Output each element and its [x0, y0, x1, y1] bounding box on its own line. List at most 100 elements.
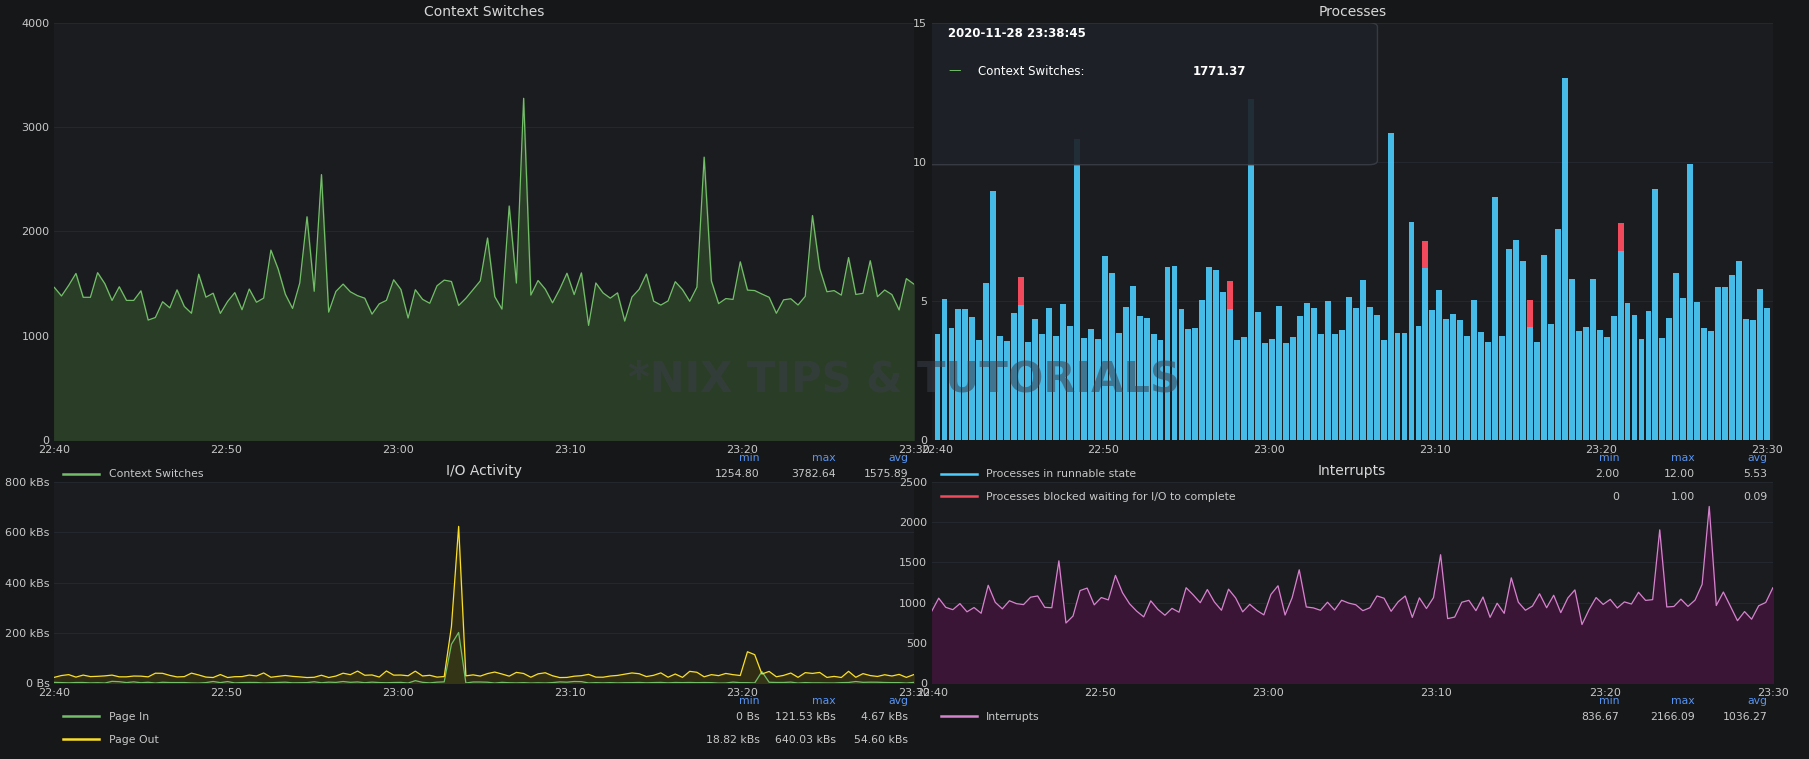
Bar [955, 310, 961, 440]
Bar [1520, 260, 1527, 440]
Bar [1116, 333, 1122, 440]
Bar [1018, 305, 1024, 440]
Bar [1283, 342, 1290, 440]
Bar [1708, 331, 1715, 440]
Bar [1463, 335, 1471, 440]
Bar [1290, 337, 1295, 440]
Text: *NIX TIPS & TUTORIALS: *NIX TIPS & TUTORIALS [628, 358, 1181, 401]
Text: 640.03 kBs: 640.03 kBs [774, 735, 836, 745]
Bar [1360, 279, 1366, 440]
Bar [1568, 279, 1574, 440]
Text: Interrupts: Interrupts [986, 712, 1040, 723]
Text: 0: 0 [1612, 492, 1619, 502]
Bar [1165, 267, 1170, 440]
Bar [1597, 330, 1603, 440]
Text: Processes in runnable state: Processes in runnable state [986, 469, 1136, 480]
Bar [1248, 99, 1254, 440]
Bar [1275, 307, 1283, 440]
Bar [1011, 313, 1017, 440]
Bar [1082, 338, 1087, 440]
Bar [1046, 308, 1053, 440]
Bar [1605, 336, 1610, 440]
Bar [1319, 334, 1324, 440]
Bar [1297, 317, 1302, 440]
Bar [1700, 328, 1708, 440]
Bar [997, 336, 1004, 440]
Bar [1436, 290, 1442, 440]
Bar [1500, 336, 1505, 440]
Bar [1659, 338, 1666, 440]
Text: 2020-11-28 23:38:45: 2020-11-28 23:38:45 [948, 27, 1087, 40]
Text: min: min [740, 453, 760, 464]
Bar [1422, 241, 1429, 269]
Text: Page Out: Page Out [109, 735, 159, 745]
Bar [1123, 307, 1129, 440]
Bar [1695, 302, 1700, 440]
Bar [1415, 326, 1422, 440]
Text: avg: avg [888, 453, 908, 464]
Text: 121.53 kBs: 121.53 kBs [774, 712, 836, 723]
Bar [1395, 332, 1400, 440]
Bar [1207, 267, 1212, 440]
Bar [1556, 229, 1561, 440]
Text: 836.67: 836.67 [1581, 712, 1619, 723]
Bar [1590, 279, 1596, 440]
Bar [1541, 255, 1547, 440]
Bar [1471, 300, 1478, 440]
Bar [1151, 333, 1156, 440]
Bar [1402, 333, 1407, 440]
Bar [970, 317, 975, 440]
Bar [1067, 326, 1073, 440]
Bar [1136, 316, 1143, 440]
Text: 0 Bs: 0 Bs [736, 712, 760, 723]
Text: 12.00: 12.00 [1664, 469, 1695, 480]
Bar [1102, 257, 1107, 440]
Bar [1429, 310, 1435, 440]
Text: min: min [740, 696, 760, 707]
Bar [1673, 272, 1679, 440]
Bar [1255, 312, 1261, 440]
Bar [1026, 342, 1031, 440]
Bar [1652, 189, 1659, 440]
Bar [1214, 270, 1219, 440]
Text: max: max [1672, 453, 1695, 464]
Bar [1715, 288, 1720, 440]
Text: 1.00: 1.00 [1672, 492, 1695, 502]
Bar [1512, 240, 1520, 440]
Bar [1241, 337, 1246, 440]
Bar [977, 340, 982, 440]
Text: 54.60 kBs: 54.60 kBs [854, 735, 908, 745]
Text: Context Switches:: Context Switches: [979, 65, 1084, 77]
Bar [1131, 286, 1136, 440]
Bar [1331, 334, 1337, 440]
Bar [1087, 329, 1094, 440]
Bar [1178, 310, 1185, 440]
Bar [1018, 277, 1024, 305]
Title: Processes: Processes [1319, 5, 1386, 19]
Bar [1380, 339, 1386, 440]
Text: max: max [812, 696, 836, 707]
Bar [984, 282, 990, 440]
Bar [1561, 78, 1568, 440]
Bar [990, 191, 997, 440]
Bar [1346, 297, 1351, 440]
Bar [1227, 308, 1234, 440]
Bar [1639, 339, 1644, 440]
Bar [1221, 292, 1227, 440]
Bar [1185, 329, 1192, 440]
Bar [1368, 307, 1373, 440]
Text: Processes blocked waiting for I/O to complete: Processes blocked waiting for I/O to com… [986, 492, 1236, 502]
Text: —: — [948, 65, 961, 77]
Bar [1583, 326, 1588, 440]
Bar [1158, 339, 1163, 440]
Bar [1764, 307, 1769, 440]
Text: 1771.37: 1771.37 [1192, 65, 1246, 77]
Bar [1038, 334, 1046, 440]
Text: avg: avg [1747, 696, 1767, 707]
Bar [1478, 332, 1483, 440]
Text: 18.82 kBs: 18.82 kBs [706, 735, 760, 745]
Bar [1075, 140, 1080, 440]
Bar [1458, 320, 1463, 440]
Bar [1729, 276, 1735, 440]
Title: Interrupts: Interrupts [1319, 464, 1386, 478]
